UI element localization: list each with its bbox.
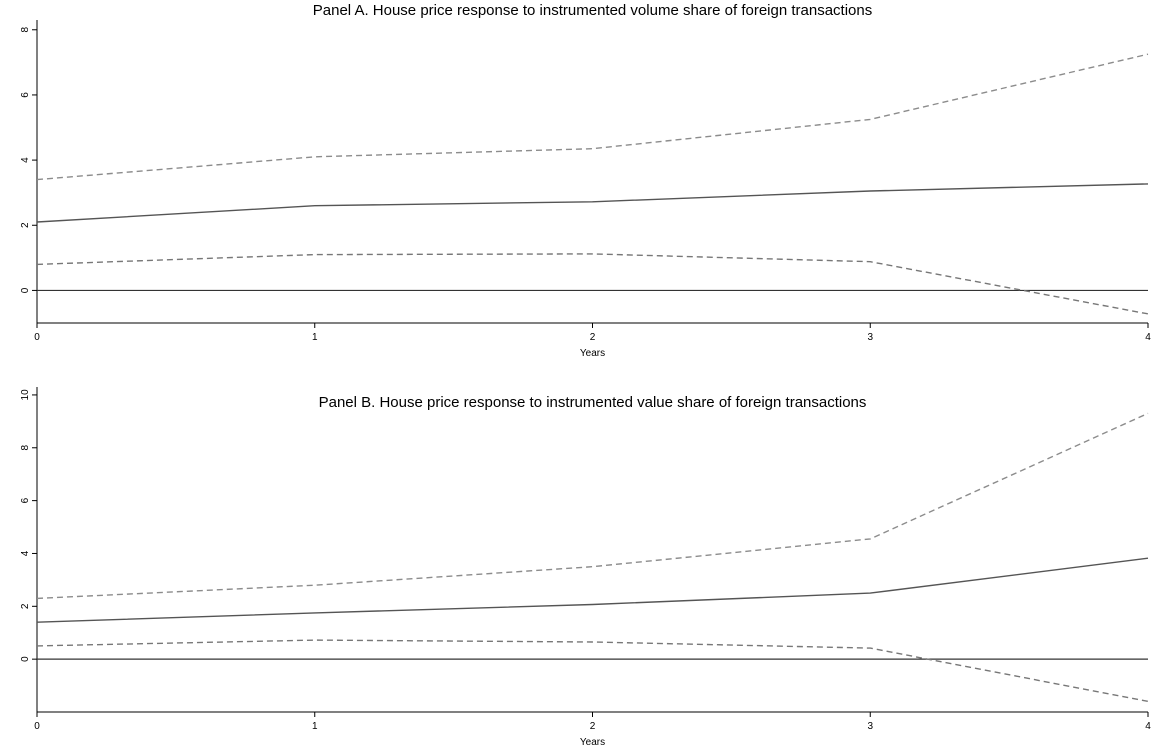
y-tick-label: 10 [20, 389, 31, 401]
series-estimate [36, 557, 1149, 623]
y-tick-label: 6 [20, 497, 31, 503]
series-estimate [36, 183, 1149, 223]
panel-a: Panel A. House price response to instrum… [20, 2, 1151, 359]
panel-b: Panel B. House price response to instrum… [20, 387, 1151, 748]
panel-title: Panel A. House price response to instrum… [313, 2, 872, 19]
x-tick-label: 0 [34, 332, 40, 343]
series-lower-band [36, 639, 1149, 703]
x-tick-label: 3 [867, 721, 873, 732]
x-tick-label: 2 [590, 332, 596, 343]
x-tick-label: 4 [1145, 332, 1151, 343]
x-axis-label: Years [580, 348, 605, 359]
x-tick-label: 0 [34, 721, 40, 732]
x-tick-label: 2 [590, 721, 596, 732]
y-tick-label: 6 [20, 92, 31, 98]
y-tick-label: 2 [20, 222, 31, 228]
series-lower-band [36, 253, 1149, 315]
x-axis-label: Years [580, 737, 605, 748]
y-tick-label: 4 [20, 157, 31, 163]
y-tick-label: 0 [20, 287, 31, 293]
y-tick-label: 8 [20, 27, 31, 33]
panel-title: Panel B. House price response to instrum… [319, 394, 867, 411]
y-tick-label: 8 [20, 445, 31, 451]
x-tick-label: 4 [1145, 721, 1151, 732]
series-upper-band [36, 53, 1149, 181]
y-tick-label: 0 [20, 656, 31, 662]
x-tick-label: 1 [312, 332, 318, 343]
y-tick-label: 2 [20, 603, 31, 609]
series-upper-band [36, 412, 1149, 600]
x-tick-label: 1 [312, 721, 318, 732]
y-tick-label: 4 [20, 550, 31, 556]
x-tick-label: 3 [867, 332, 873, 343]
